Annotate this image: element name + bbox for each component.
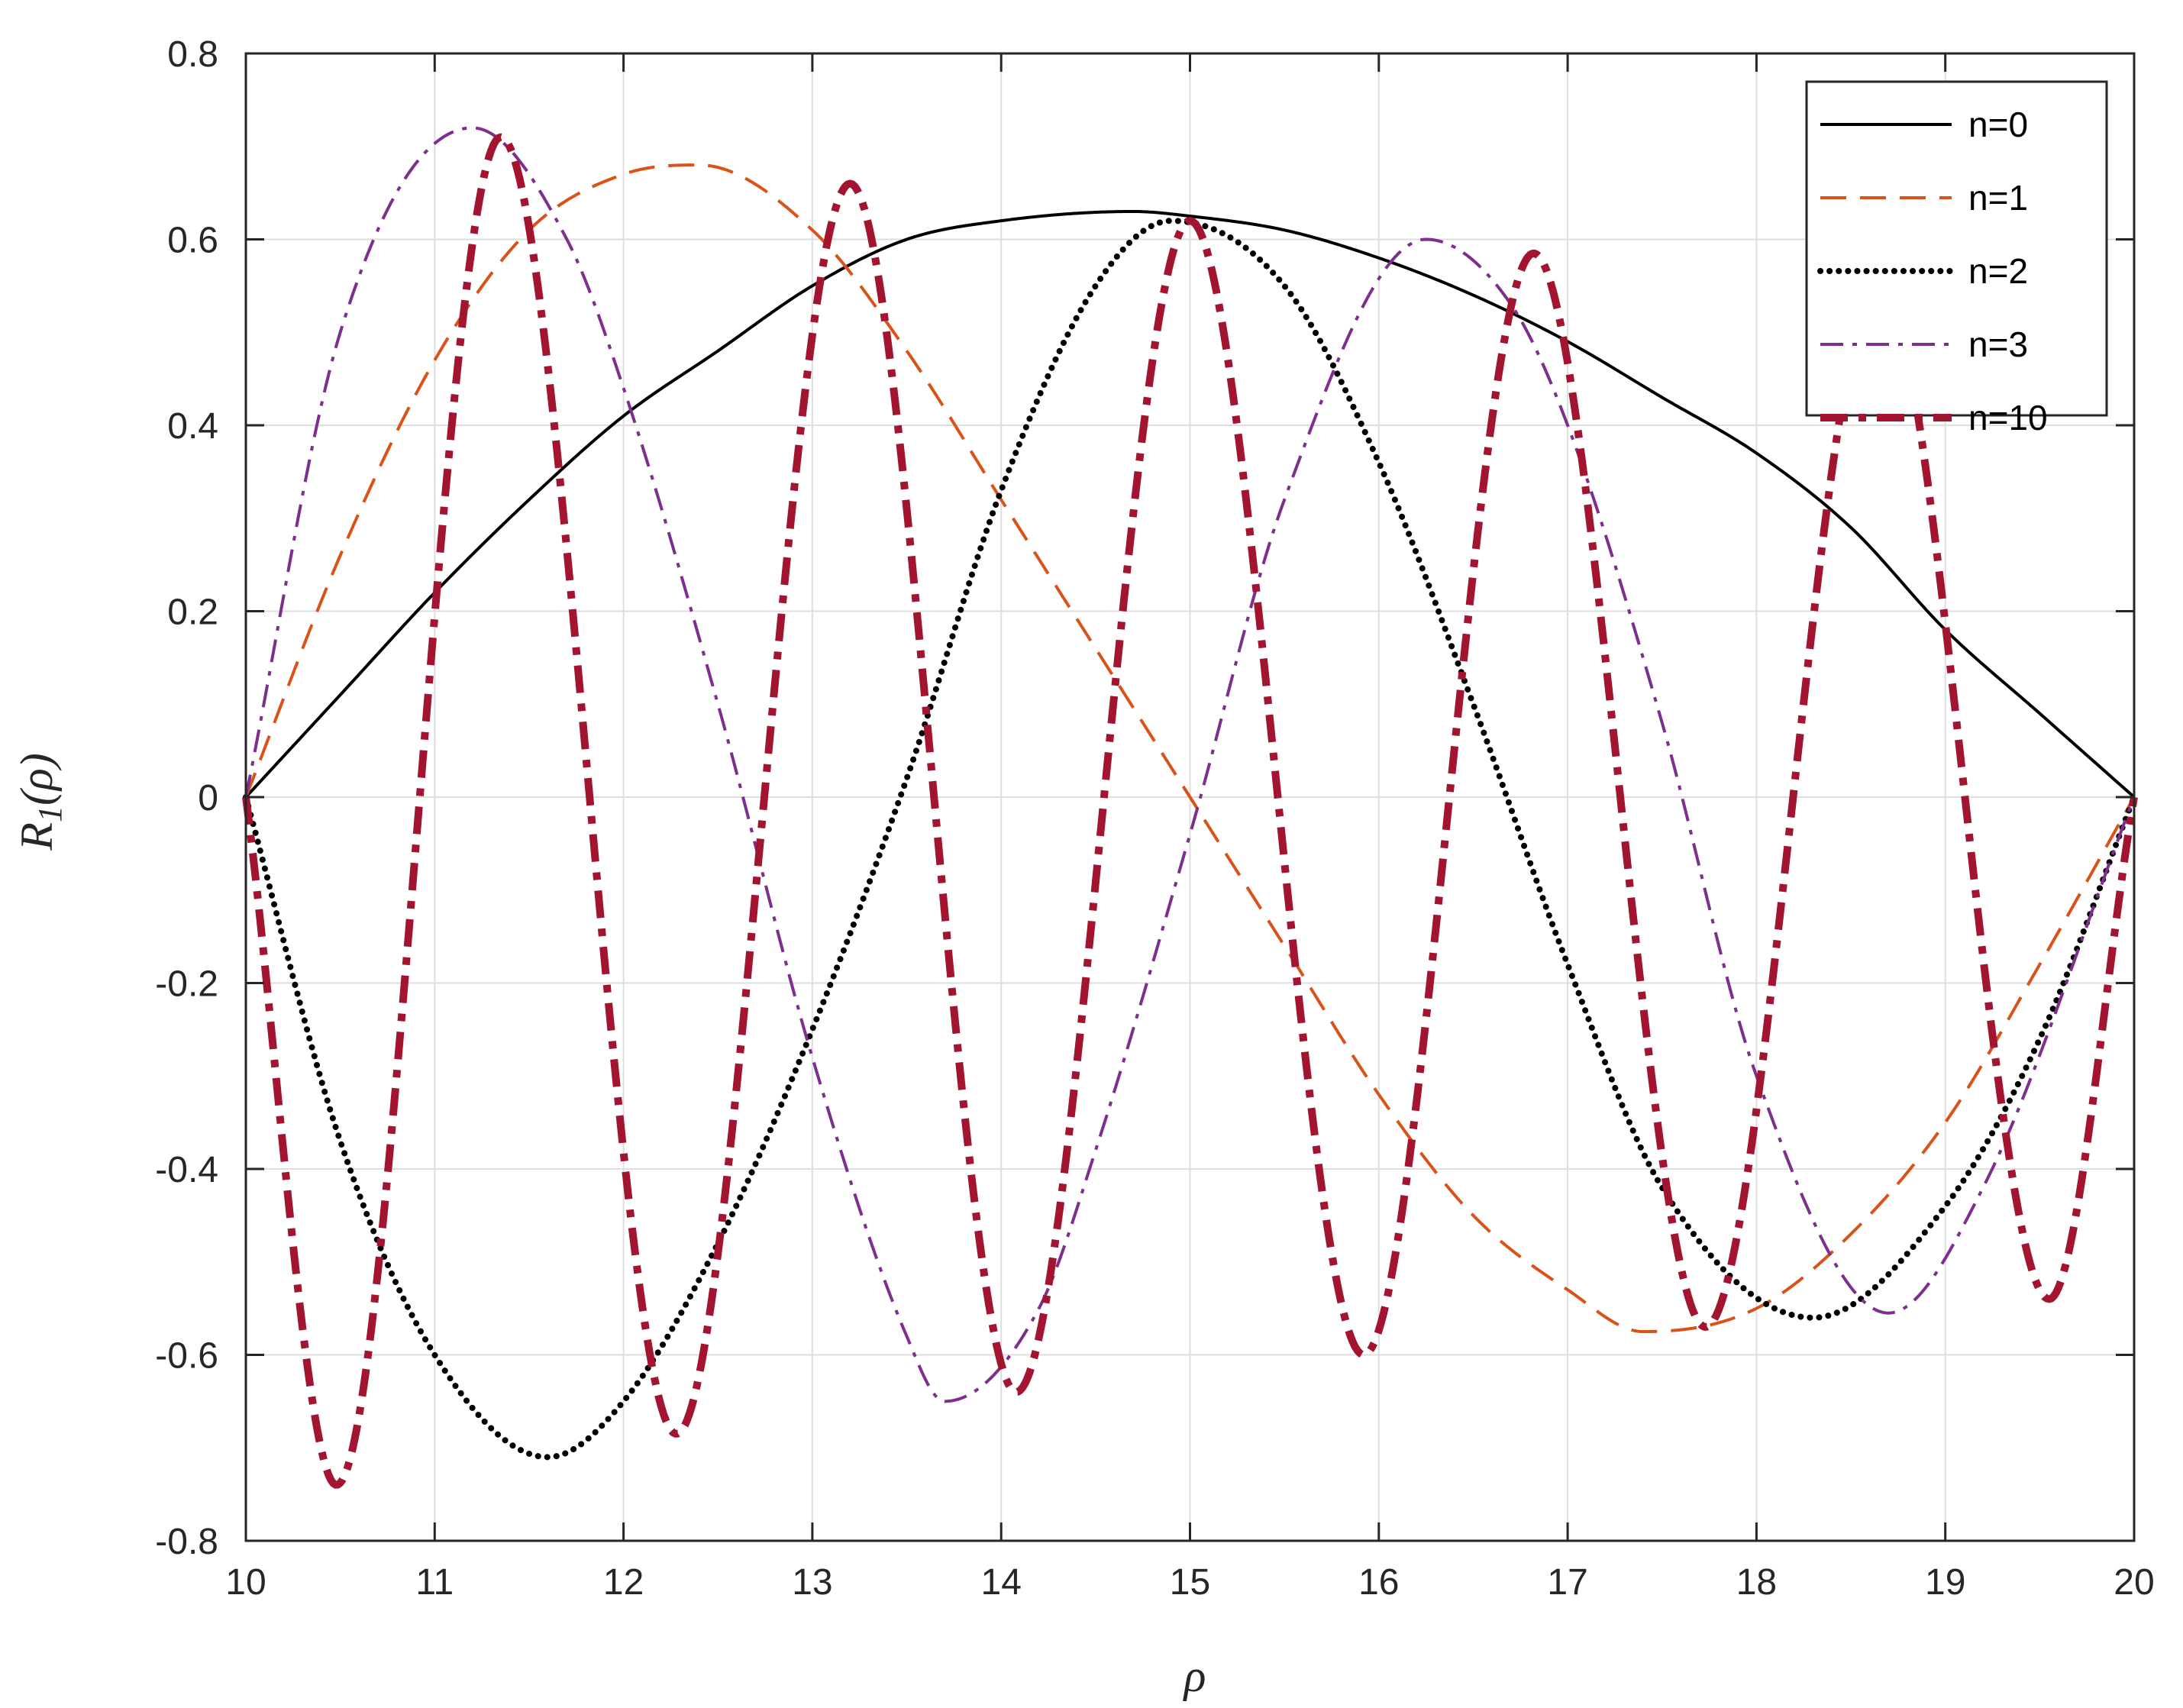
- series-lines: [242, 126, 2138, 1489]
- x-tick-label: 11: [415, 1562, 454, 1603]
- y-axis-title: R1(ρ): [11, 753, 69, 851]
- y-tick-label: 0.2: [167, 592, 218, 633]
- x-tick-label: 10: [225, 1562, 266, 1603]
- x-tick-label: 17: [1547, 1562, 1587, 1603]
- y-tick-label: 0.4: [167, 406, 218, 447]
- x-tick-label: 13: [792, 1562, 832, 1603]
- x-tick-label: 15: [1170, 1562, 1210, 1603]
- x-tick-label: 18: [1736, 1562, 1777, 1603]
- y-tick-labels: -0.8 -0.6 -0.4 -0.2 0 0.2 0.4 0.6 0.8: [155, 34, 218, 1562]
- y-tick-label: -0.8: [155, 1522, 218, 1562]
- tick-marks: [244, 52, 2136, 1542]
- series-line-0: [244, 209, 2136, 799]
- y-tick-label: 0.6: [167, 221, 218, 261]
- legend-label-4: n=10: [1968, 398, 2048, 437]
- y-tick-label: -0.6: [155, 1336, 218, 1377]
- legend-box: [1805, 80, 2108, 417]
- y-axis-title-main: R: [11, 822, 62, 851]
- legend-label-1: n=1: [1968, 178, 2028, 218]
- series-line-1: [244, 163, 2136, 1334]
- x-tick-label: 12: [603, 1562, 644, 1603]
- legend: n=0 n=1 n=2 n=3 n=10: [1805, 80, 2108, 437]
- series-line-4: [242, 133, 2138, 1489]
- legend-label-2: n=2: [1968, 251, 2028, 291]
- y-tick-label: 0: [198, 778, 218, 818]
- x-tick-labels: 10 11 12 13 14 15 16 17 18 19 20: [225, 1562, 2154, 1603]
- x-axis-title: ρ: [1183, 1651, 1206, 1701]
- x-tick-label: 19: [1925, 1562, 1965, 1603]
- y-axis-title-subscript: 1: [31, 806, 69, 822]
- x-tick-label: 16: [1358, 1562, 1399, 1603]
- legend-label-0: n=0: [1968, 105, 2028, 144]
- y-tick-label: 0.8: [167, 34, 218, 75]
- legend-label-3: n=3: [1968, 324, 2028, 364]
- y-axis-title-argument: (ρ): [11, 753, 62, 806]
- x-tick-label: 14: [981, 1562, 1022, 1603]
- x-tick-label: 20: [2114, 1562, 2154, 1603]
- y-tick-label: -0.4: [155, 1150, 218, 1190]
- y-tick-label: -0.2: [155, 964, 218, 1005]
